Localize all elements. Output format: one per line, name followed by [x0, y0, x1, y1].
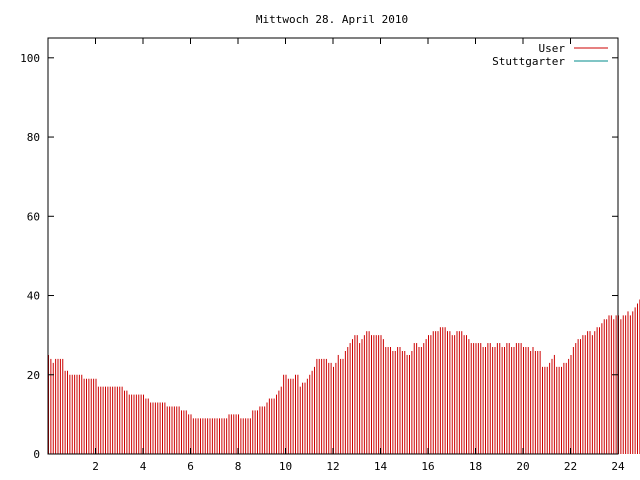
y-axis: 0 20 40 60 80 100 — [20, 52, 618, 461]
x-tick-label: 22 — [564, 460, 577, 473]
y-tick-label: 20 — [27, 369, 40, 382]
legend-label-stuttgarter: Stuttgarter — [492, 55, 565, 68]
x-tick-label: 24 — [611, 460, 625, 473]
x-tick-label: 14 — [374, 460, 388, 473]
x-tick-label: 20 — [516, 460, 529, 473]
y-tick-label: 0 — [33, 448, 40, 461]
x-tick-label: 16 — [421, 460, 434, 473]
x-tick-label: 6 — [187, 460, 194, 473]
x-tick-label: 4 — [140, 460, 147, 473]
x-tick-label: 8 — [235, 460, 242, 473]
y-tick-label: 60 — [27, 210, 40, 223]
x-tick-label: 18 — [469, 460, 482, 473]
chart-title: Mittwoch 28. April 2010 — [256, 13, 408, 26]
y-tick-label: 100 — [20, 52, 40, 65]
y-tick-label: 80 — [27, 131, 40, 144]
legend-label-user: User — [539, 42, 566, 55]
y-tick-label: 40 — [27, 290, 40, 303]
x-axis: 2 4 6 8 10 12 14 16 18 20 22 24 — [92, 38, 625, 473]
x-tick-label: 12 — [326, 460, 339, 473]
legend: User Stuttgarter — [492, 42, 608, 68]
x-tick-label: 10 — [279, 460, 292, 473]
bar-series — [48, 299, 640, 454]
x-tick-label: 2 — [92, 460, 99, 473]
